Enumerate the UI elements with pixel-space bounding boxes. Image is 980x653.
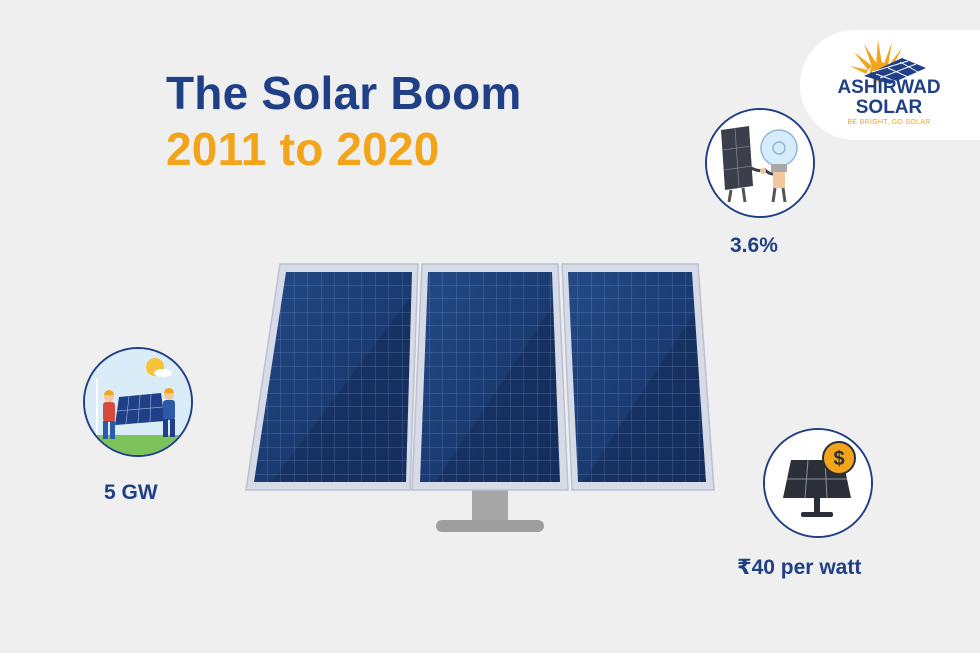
stat-price: ₹40 per watt <box>737 556 862 579</box>
workers-carrying-solar-panel-icon <box>85 349 191 455</box>
share-icon-circle <box>705 108 815 218</box>
panel-stand-post <box>472 486 508 524</box>
svg-text:$: $ <box>833 448 844 470</box>
sun-over-panel-logo-icon <box>850 40 926 84</box>
capacity-icon-circle <box>83 347 193 457</box>
stat-capacity: 5 GW <box>104 481 158 504</box>
solar-panel-shaking-hands-with-bulb-icon <box>707 110 813 216</box>
solar-panel-illustration <box>245 263 715 532</box>
price-icon-circle: $ <box>763 428 873 538</box>
solar-panel-with-coin-icon: $ <box>765 430 871 536</box>
panel-stand-base <box>436 520 544 532</box>
brand-tagline: BE BRIGHT, GO SOLAR <box>847 119 931 126</box>
page-subtitle-years: 2011 to 2020 <box>166 123 440 175</box>
stat-share: 3.6% <box>730 234 778 257</box>
brand-name: ASHIRWAD SOLAR <box>837 77 941 118</box>
page-title: The Solar Boom <box>166 67 522 119</box>
